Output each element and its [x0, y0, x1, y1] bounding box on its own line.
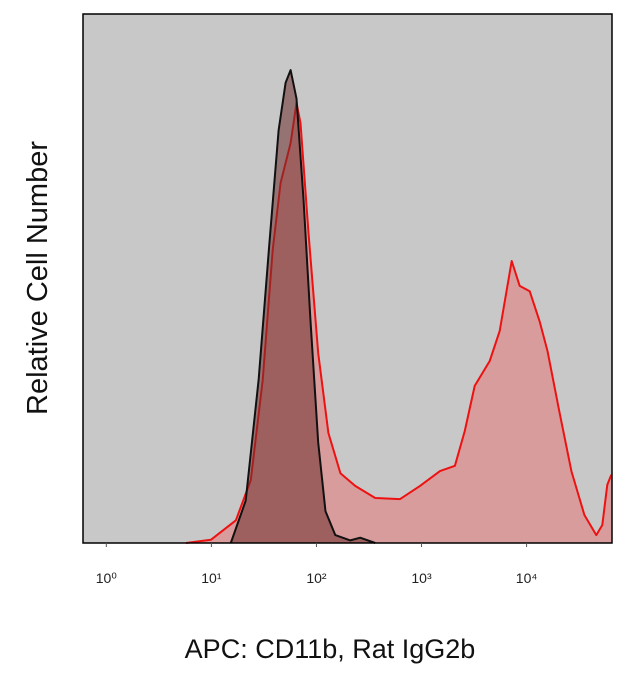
x-tick-label: 10⁴ — [516, 570, 538, 586]
x-tick-label: 10² — [306, 570, 327, 586]
histogram-fill — [230, 70, 376, 543]
x-tick-label: 10¹ — [201, 570, 222, 586]
x-tick-label: 10⁰ — [96, 570, 118, 586]
x-tick-label: 10³ — [411, 570, 432, 586]
x-axis-label: APC: CD11b, Rat IgG2b — [185, 634, 476, 664]
plot-frame — [82, 13, 613, 544]
y-axis-label: Relative Cell Number — [22, 141, 54, 415]
marks — [185, 69, 613, 544]
histogram-line — [229, 69, 376, 544]
